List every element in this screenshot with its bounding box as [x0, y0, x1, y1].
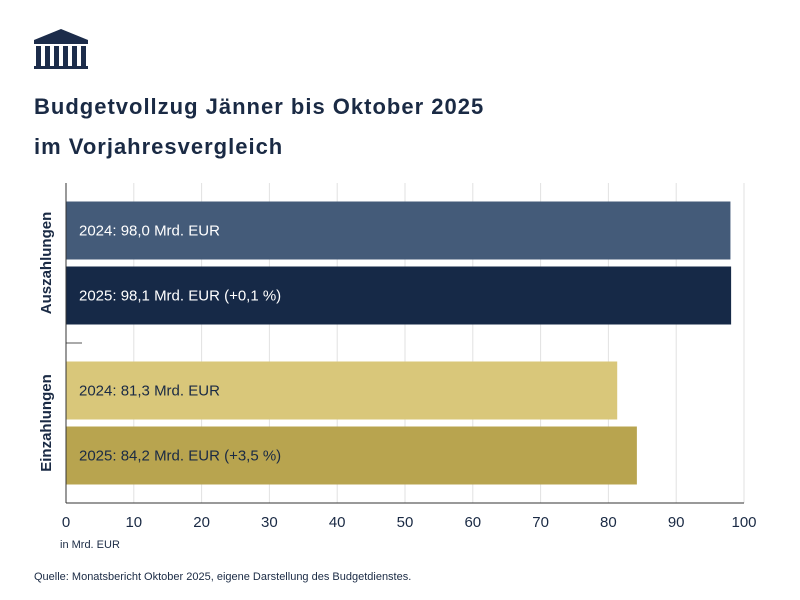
bar — [66, 201, 731, 260]
value-label: 2025: 84,2 Mrd. EUR (+3,5 %) — [79, 447, 281, 464]
value-label: 2024: 98,0 Mrd. EUR — [79, 222, 220, 239]
chart-title: Budgetvollzug Jänner bis Oktober 2025 — [34, 94, 484, 119]
x-tick-label: 60 — [464, 514, 481, 531]
x-tick-label: 70 — [532, 514, 549, 531]
chart-title: im Vorjahresvergleich — [34, 134, 283, 159]
x-tick-label: 20 — [193, 514, 210, 531]
x-tick-label: 90 — [668, 514, 685, 531]
value-label: 2024: 81,3 Mrd. EUR — [79, 382, 220, 399]
logo — [34, 29, 88, 69]
x-tick-label: 30 — [261, 514, 278, 531]
bar — [66, 426, 637, 485]
category-label: Einzahlungen — [38, 374, 55, 472]
source-note: Quelle: Monatsbericht Oktober 2025, eige… — [34, 571, 411, 583]
bar — [66, 266, 732, 325]
x-tick-label: 100 — [731, 514, 756, 531]
x-tick-label: 50 — [397, 514, 414, 531]
x-tick-label: 10 — [125, 514, 142, 531]
bar — [66, 361, 618, 420]
x-axis-label: in Mrd. EUR — [60, 539, 120, 551]
x-tick-label: 40 — [329, 514, 346, 531]
value-label: 2025: 98,1 Mrd. EUR (+0,1 %) — [79, 287, 281, 304]
category-label: Auszahlungen — [38, 212, 55, 315]
x-tick-label: 0 — [62, 514, 70, 531]
x-tick-label: 80 — [600, 514, 617, 531]
